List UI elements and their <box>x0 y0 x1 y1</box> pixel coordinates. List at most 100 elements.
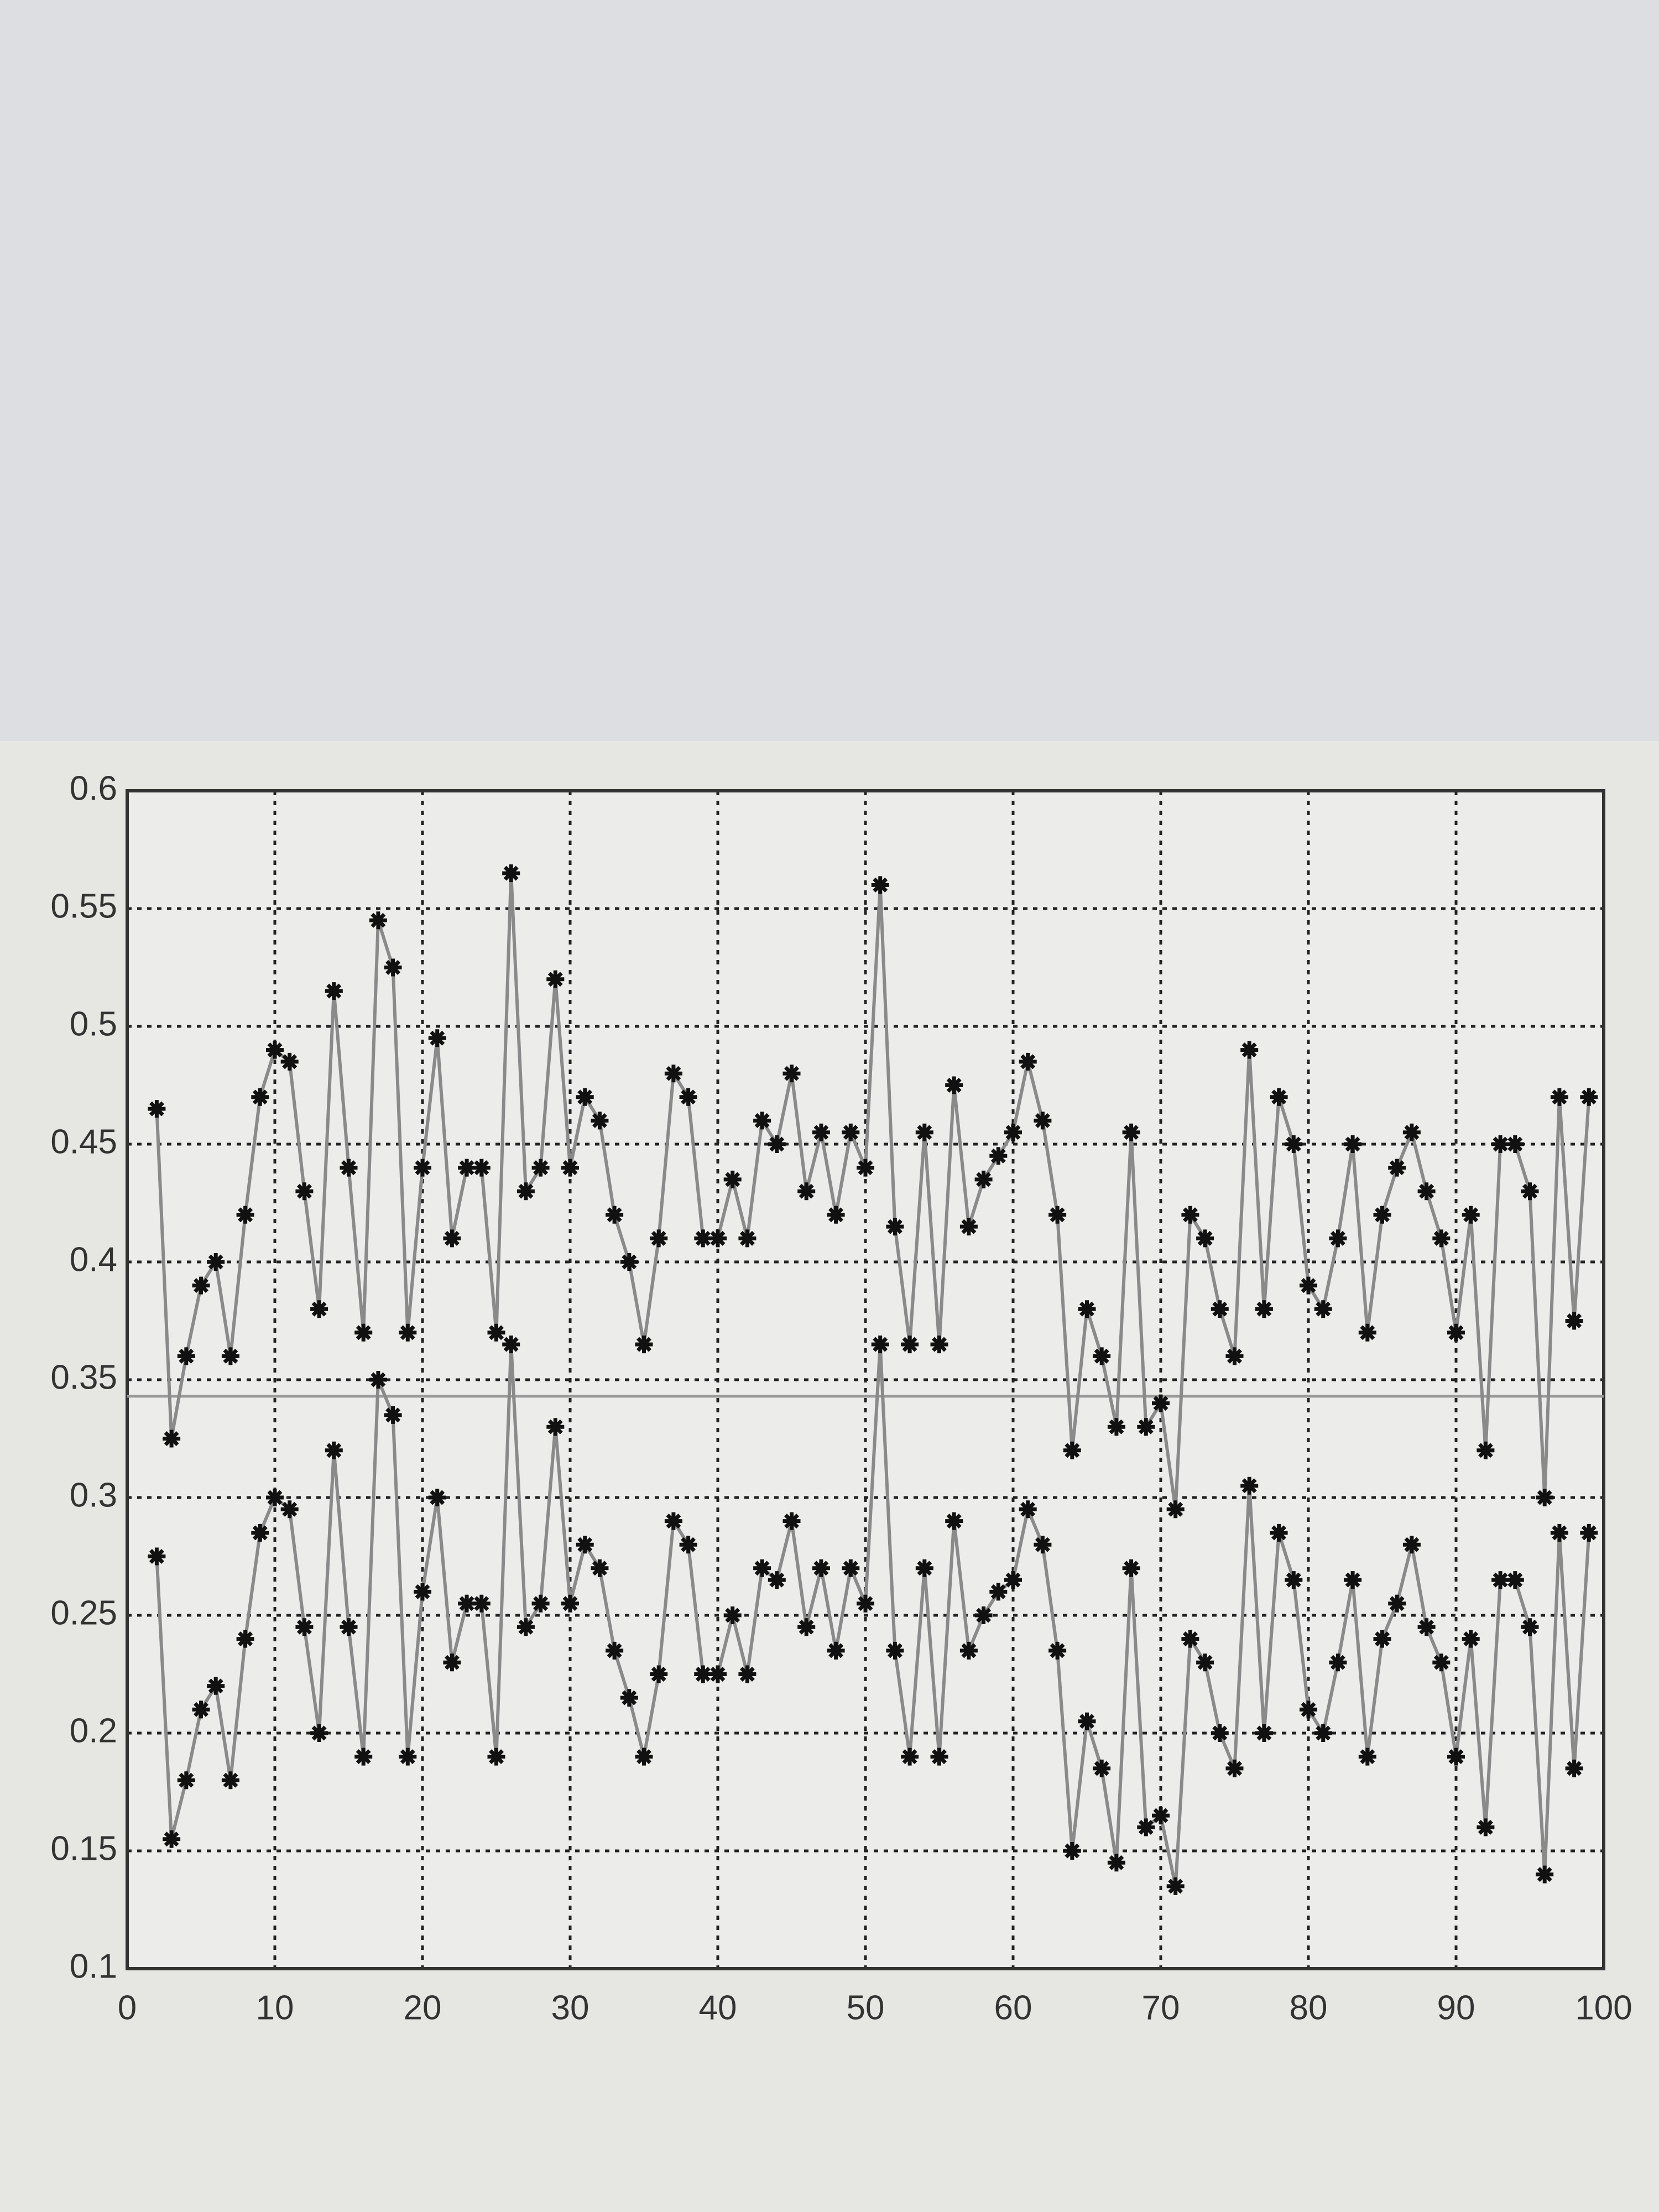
marker <box>236 1630 254 1648</box>
marker <box>901 1335 919 1354</box>
marker <box>207 1253 225 1271</box>
marker <box>974 1606 993 1624</box>
marker <box>723 1170 742 1188</box>
marker <box>930 1335 948 1354</box>
marker <box>487 1747 505 1766</box>
marker <box>591 1112 609 1130</box>
marker <box>1004 1123 1022 1141</box>
plot-frame <box>126 789 1605 1970</box>
marker <box>266 1041 284 1059</box>
marker <box>1477 1441 1495 1459</box>
marker <box>325 982 343 1000</box>
marker <box>1536 1489 1554 1506</box>
x-tick-label: 60 <box>994 1989 1032 2027</box>
marker <box>1019 1052 1037 1071</box>
x-tick-label: 20 <box>404 1989 442 2027</box>
marker <box>1285 1135 1303 1153</box>
x-tick-label: 80 <box>1290 1989 1328 2027</box>
marker <box>458 1159 476 1177</box>
y-tick-label: 0.35 <box>50 1358 117 1396</box>
marker <box>1536 1865 1554 1884</box>
marker <box>959 1641 978 1660</box>
x-tick-label: 50 <box>847 1989 885 2027</box>
marker <box>148 1100 166 1118</box>
marker <box>1447 1747 1465 1766</box>
marker <box>1225 1759 1244 1777</box>
marker <box>930 1747 948 1766</box>
marker <box>310 1300 328 1318</box>
marker <box>1078 1712 1096 1730</box>
marker <box>842 1559 860 1577</box>
marker <box>753 1112 771 1130</box>
marker <box>472 1159 491 1177</box>
marker <box>148 1547 166 1566</box>
marker <box>1388 1159 1406 1177</box>
marker <box>606 1641 624 1660</box>
marker <box>354 1747 373 1766</box>
marker <box>1063 1842 1081 1860</box>
marker <box>1447 1323 1465 1342</box>
y-tick-label: 0.2 <box>70 1712 117 1750</box>
marker <box>221 1347 239 1365</box>
marker <box>974 1170 993 1188</box>
marker <box>768 1571 786 1589</box>
marker <box>1122 1559 1140 1577</box>
marker <box>354 1323 373 1342</box>
marker <box>842 1123 860 1141</box>
marker <box>1270 1524 1288 1542</box>
marker <box>989 1147 1008 1165</box>
marker <box>1093 1347 1111 1365</box>
marker <box>414 1583 431 1601</box>
marker <box>857 1159 874 1177</box>
marker <box>1004 1571 1022 1589</box>
marker <box>1388 1594 1406 1613</box>
marker <box>679 1088 697 1106</box>
marker <box>959 1218 978 1236</box>
marker <box>517 1618 535 1636</box>
marker <box>591 1559 609 1577</box>
y-tick-label: 0.15 <box>50 1829 117 1867</box>
marker <box>221 1771 239 1790</box>
marker <box>812 1559 830 1577</box>
marker <box>782 1512 801 1530</box>
marker <box>1152 1807 1170 1825</box>
marker <box>1255 1300 1273 1318</box>
marker <box>1019 1500 1037 1519</box>
marker <box>650 1229 668 1248</box>
marker <box>517 1182 535 1201</box>
marker <box>664 1065 682 1083</box>
marker <box>1300 1700 1317 1719</box>
marker <box>1432 1229 1451 1248</box>
marker <box>546 970 565 988</box>
marker <box>635 1747 653 1766</box>
marker <box>1225 1347 1244 1365</box>
x-tick-label: 90 <box>1437 1989 1475 2027</box>
marker <box>738 1229 757 1248</box>
marker <box>1565 1312 1583 1330</box>
marker <box>1565 1759 1583 1777</box>
marker <box>458 1594 476 1613</box>
marker <box>369 1371 387 1389</box>
marker <box>251 1524 269 1542</box>
marker <box>1373 1630 1391 1648</box>
marker <box>1462 1206 1480 1224</box>
marker <box>177 1347 195 1365</box>
marker <box>901 1747 919 1766</box>
marker <box>1358 1747 1376 1766</box>
marker <box>1211 1724 1229 1742</box>
marker <box>1034 1112 1052 1130</box>
marker <box>827 1641 845 1660</box>
marker <box>1417 1618 1436 1636</box>
marker <box>812 1123 830 1141</box>
marker <box>1550 1524 1568 1542</box>
marker <box>1181 1630 1199 1648</box>
marker <box>635 1335 653 1354</box>
marker <box>1344 1571 1362 1589</box>
marker <box>546 1418 565 1436</box>
marker <box>1048 1206 1067 1224</box>
marker <box>236 1206 254 1224</box>
y-tick-label: 0.3 <box>70 1476 117 1514</box>
marker <box>782 1065 801 1083</box>
marker <box>797 1618 816 1636</box>
